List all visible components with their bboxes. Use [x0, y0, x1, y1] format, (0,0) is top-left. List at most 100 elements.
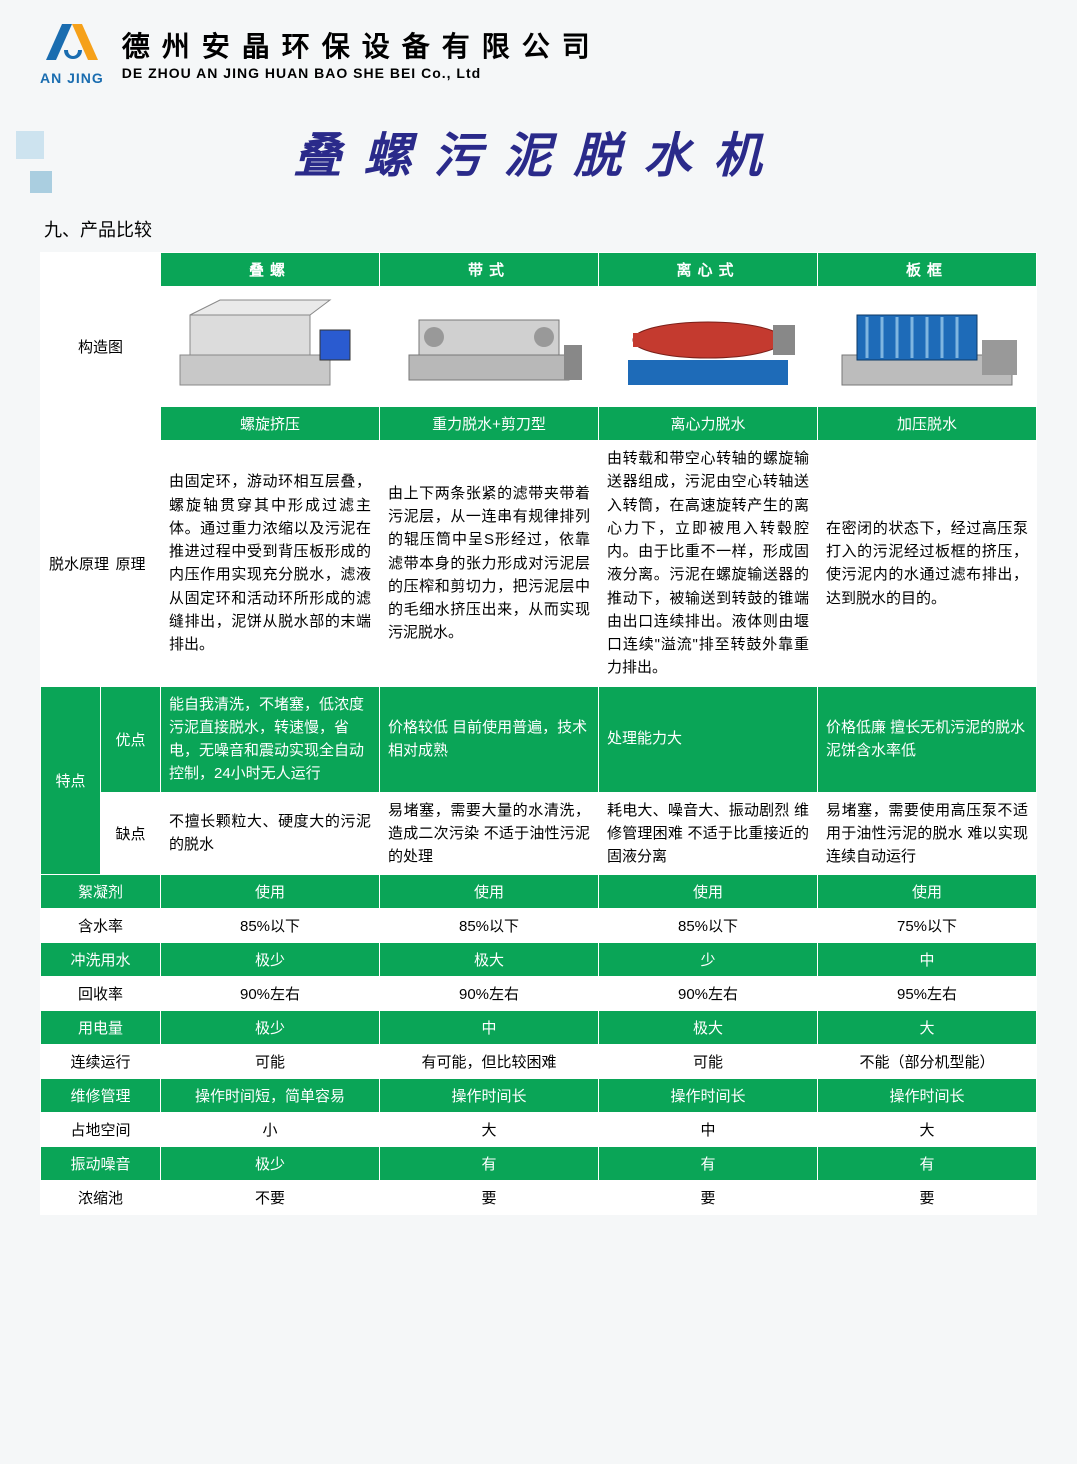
- attr-cell: 75%以下: [818, 909, 1037, 943]
- attr-row: 维修管理操作时间短，简单容易操作时间长操作时间长操作时间长: [41, 1079, 1037, 1113]
- col-header: 带式: [380, 253, 599, 287]
- attr-cell: 有: [380, 1147, 599, 1181]
- plate-frame-icon: [826, 295, 1028, 395]
- row-label: 原理: [101, 441, 161, 687]
- section-label: 九、产品比较: [44, 216, 1037, 242]
- deco-square-icon: [30, 171, 52, 193]
- principle-cell: 由固定环，游动环相互层叠，螺旋轴贯穿其中形成过滤主体。通过重力浓缩以及污泥在推进…: [161, 441, 380, 687]
- row-label: 回收率: [41, 977, 161, 1011]
- row-label: 缺点: [101, 792, 161, 875]
- group-label: 特点: [41, 686, 101, 875]
- attr-row: 含水率85%以下85%以下85%以下75%以下: [41, 909, 1037, 943]
- screw-press-icon: [169, 295, 371, 395]
- attr-cell: 使用: [818, 875, 1037, 909]
- pros-row: 特点 优点 能自我清洗，不堵塞，低浓度污泥直接脱水，转速慢，省电，无噪音和震动实…: [41, 686, 1037, 792]
- attr-row: 回收率90%左右90%左右90%左右95%左右: [41, 977, 1037, 1011]
- attr-cell: 有: [599, 1147, 818, 1181]
- company-name-cn: 德州安晶环保设备有限公司: [122, 25, 602, 65]
- attr-cell: 95%左右: [818, 977, 1037, 1011]
- attr-cell: 小: [161, 1113, 380, 1147]
- method-cell: 重力脱水+剪刀型: [380, 407, 599, 441]
- machine-image: [818, 287, 1037, 407]
- principle-cell: 由转载和带空心转轴的螺旋输送器组成，污泥由空心转轴送入转筒，在高速旋转产生的离心…: [599, 441, 818, 687]
- attr-cell: 使用: [161, 875, 380, 909]
- col-header: 叠螺: [161, 253, 380, 287]
- cons-cell: 耗电大、噪音大、振动剧烈 维修管理困难 不适于比重接近的固液分离: [599, 792, 818, 875]
- cons-cell: 易堵塞，需要大量的水清洗，造成二次污染 不适于油性污泥的处理: [380, 792, 599, 875]
- method-cell: 离心力脱水: [599, 407, 818, 441]
- method-row: 螺旋挤压 重力脱水+剪刀型 离心力脱水 加压脱水: [41, 407, 1037, 441]
- attr-cell: 使用: [599, 875, 818, 909]
- attr-cell: 中: [599, 1113, 818, 1147]
- attr-cell: 操作时间短，简单容易: [161, 1079, 380, 1113]
- centrifuge-icon: [607, 295, 809, 395]
- attr-cell: 有: [818, 1147, 1037, 1181]
- page-title: 叠螺污泥脱水机: [293, 116, 783, 186]
- principle-row: 脱水原理 原理 由固定环，游动环相互层叠，螺旋轴贯穿其中形成过滤主体。通过重力浓…: [41, 441, 1037, 687]
- col-header: 离心式: [599, 253, 818, 287]
- pros-cell: 价格低廉 擅长无机污泥的脱水 泥饼含水率低: [818, 686, 1037, 792]
- attr-cell: 极大: [599, 1011, 818, 1045]
- deco-square-icon: [16, 131, 44, 159]
- attr-row: 用电量极少中极大大: [41, 1011, 1037, 1045]
- attr-cell: 少: [599, 943, 818, 977]
- principle-cell: 由上下两条张紧的滤带夹带着污泥层，从一连串有规律排列的辊压筒中呈S形经过，依靠滤…: [380, 441, 599, 687]
- attr-cell: 大: [818, 1011, 1037, 1045]
- attr-cell: 操作时间长: [599, 1079, 818, 1113]
- pros-cell: 能自我清洗，不堵塞，低浓度污泥直接脱水，转速慢，省电，无噪音和震动实现全自动控制…: [161, 686, 380, 792]
- attr-cell: 中: [380, 1011, 599, 1045]
- row-label: 维修管理: [41, 1079, 161, 1113]
- row-label: 连续运行: [41, 1045, 161, 1079]
- attr-cell: 90%左右: [161, 977, 380, 1011]
- principle-cell: 在密闭的状态下，经过高压泵打入的污泥经过板框的挤压，使污泥内的水通过滤布排出，达…: [818, 441, 1037, 687]
- page-header: AN JING 德州安晶环保设备有限公司 DE ZHOU AN JING HUA…: [40, 20, 1037, 86]
- structure-image-row: 构造图: [41, 287, 1037, 407]
- attr-cell: 极少: [161, 1011, 380, 1045]
- row-label: 用电量: [41, 1011, 161, 1045]
- attr-cell: 可能: [599, 1045, 818, 1079]
- pros-cell: 价格较低 目前使用普遍，技术相对成熟: [380, 686, 599, 792]
- machine-image: [380, 287, 599, 407]
- attr-cell: 极少: [161, 943, 380, 977]
- attr-cell: 不能（部分机型能）: [818, 1045, 1037, 1079]
- title-block: 叠螺污泥脱水机: [40, 116, 1037, 186]
- attr-row: 冲洗用水极少极大少中: [41, 943, 1037, 977]
- cons-row: 缺点 不擅长颗粒大、硬度大的污泥的脱水 易堵塞，需要大量的水清洗，造成二次污染 …: [41, 792, 1037, 875]
- attr-cell: 大: [380, 1113, 599, 1147]
- method-cell: 螺旋挤压: [161, 407, 380, 441]
- attr-cell: 中: [818, 943, 1037, 977]
- col-header: 板框: [818, 253, 1037, 287]
- attr-cell: 可能: [161, 1045, 380, 1079]
- row-label: 振动噪音: [41, 1147, 161, 1181]
- attr-row: 振动噪音极少有有有: [41, 1147, 1037, 1181]
- machine-image: [599, 287, 818, 407]
- row-label: 絮凝剂: [41, 875, 161, 909]
- row-label: 冲洗用水: [41, 943, 161, 977]
- logo-mark-icon: [42, 20, 102, 68]
- logo-text: AN JING: [40, 70, 104, 86]
- row-label: 占地空间: [41, 1113, 161, 1147]
- attr-cell: 85%以下: [380, 909, 599, 943]
- cons-cell: 不擅长颗粒大、硬度大的污泥的脱水: [161, 792, 380, 875]
- attr-cell: 不要: [161, 1181, 380, 1215]
- logo: AN JING: [40, 20, 104, 86]
- attr-cell: 大: [818, 1113, 1037, 1147]
- attr-cell: 极少: [161, 1147, 380, 1181]
- attr-cell: 85%以下: [161, 909, 380, 943]
- attr-row: 连续运行可能有可能，但比较困难可能不能（部分机型能）: [41, 1045, 1037, 1079]
- attr-cell: 有可能，但比较困难: [380, 1045, 599, 1079]
- attr-cell: 极大: [380, 943, 599, 977]
- attr-cell: 要: [599, 1181, 818, 1215]
- attr-cell: 85%以下: [599, 909, 818, 943]
- attr-cell: 操作时间长: [818, 1079, 1037, 1113]
- attr-cell: 90%左右: [599, 977, 818, 1011]
- attr-cell: 要: [818, 1181, 1037, 1215]
- attr-cell: 要: [380, 1181, 599, 1215]
- row-label: 优点: [101, 686, 161, 792]
- method-cell: 加压脱水: [818, 407, 1037, 441]
- machine-image: [161, 287, 380, 407]
- table-header-row: 叠螺 带式 离心式 板框: [41, 253, 1037, 287]
- attr-row: 占地空间小大中大: [41, 1113, 1037, 1147]
- belt-press-icon: [388, 295, 590, 395]
- attr-cell: 使用: [380, 875, 599, 909]
